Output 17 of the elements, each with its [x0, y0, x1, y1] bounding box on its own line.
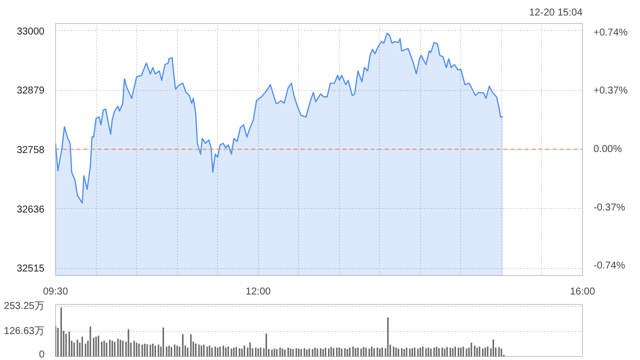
y2-tick-label: -0.37%	[594, 202, 626, 214]
y-tick-label: 33000	[16, 26, 45, 38]
x-tick-label: 09:30	[42, 286, 68, 298]
y-tick-label: 126.63万	[4, 326, 45, 337]
y-tick-label: 32879	[16, 86, 45, 97]
x-tick-label: 12:00	[246, 286, 272, 298]
y-tick-label: 253.25万	[4, 300, 45, 312]
y-tick-label: 32515	[16, 264, 45, 275]
y2-tick-label: 0.00%	[594, 144, 622, 155]
y2-tick-label: +0.37%	[594, 86, 628, 97]
x-tick-label: 16:00	[570, 286, 596, 298]
y-tick-label: 32758	[16, 144, 45, 156]
y2-tick-label: -0.74%	[594, 260, 626, 272]
y-tick-label: 0	[38, 350, 45, 360]
y-tick-label: 32636	[16, 204, 45, 216]
text: 12-20 15:04	[529, 8, 583, 18]
y2-tick-label: +0.74%	[594, 27, 628, 38]
